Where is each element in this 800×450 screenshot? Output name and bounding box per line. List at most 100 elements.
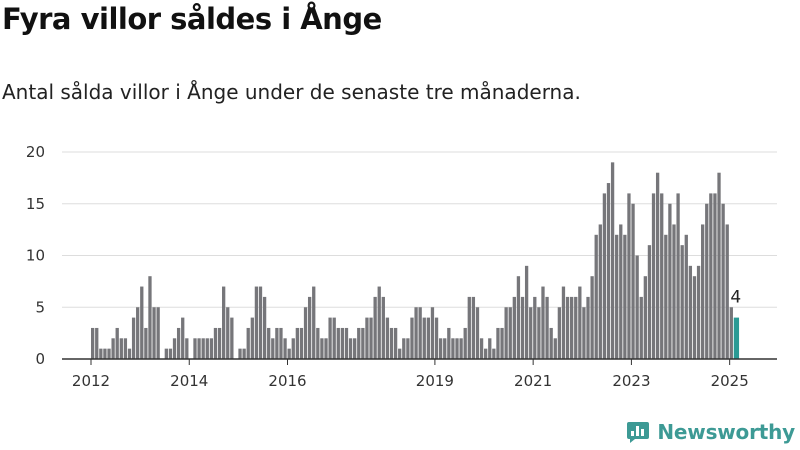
- bar: [479, 338, 484, 359]
- bar: [410, 317, 414, 359]
- bar: [156, 307, 160, 359]
- bar: [398, 348, 402, 359]
- bar: [176, 327, 181, 359]
- bar: [578, 286, 582, 359]
- bar: [594, 234, 598, 359]
- bar: [721, 203, 725, 359]
- bar: [119, 338, 123, 359]
- bar: [193, 338, 197, 359]
- bar: [426, 317, 431, 359]
- bar: [606, 183, 611, 359]
- bar: [565, 296, 570, 359]
- bar: [181, 317, 185, 359]
- bar: [205, 338, 209, 359]
- bar-value-label: 4: [730, 288, 741, 308]
- bar: [430, 307, 435, 359]
- bar: [729, 307, 733, 359]
- bar: [271, 338, 275, 359]
- bar: [393, 327, 398, 359]
- bar: [635, 255, 639, 359]
- bar: [152, 307, 156, 359]
- bar: [549, 327, 553, 359]
- bar: [312, 286, 316, 359]
- bar: [504, 307, 508, 359]
- newsworthy-logo-icon: [627, 422, 650, 443]
- bar: [570, 296, 574, 359]
- bar: [389, 327, 394, 359]
- bar: [676, 193, 680, 359]
- bar: [655, 172, 660, 359]
- x-tick-label: 2014: [170, 372, 208, 390]
- bar: [402, 338, 406, 359]
- bar: [267, 327, 271, 359]
- y-tick-label: 0: [35, 350, 45, 368]
- y-tick-label: 15: [26, 195, 45, 213]
- x-tick-label: 2016: [268, 372, 306, 390]
- bar: [377, 286, 381, 359]
- bar: [713, 193, 717, 359]
- bar: [307, 296, 312, 359]
- bar: [512, 296, 516, 359]
- bar: [406, 338, 410, 359]
- bar: [279, 327, 283, 359]
- bar: [692, 276, 697, 359]
- bar: [627, 193, 631, 359]
- bar: [709, 193, 713, 359]
- bar: [197, 338, 201, 359]
- bar: [172, 338, 177, 359]
- bar: [115, 327, 119, 359]
- bar: [561, 286, 566, 359]
- bar: [643, 276, 647, 359]
- bar: [586, 296, 590, 359]
- bar: [385, 317, 390, 359]
- bar: [258, 286, 263, 359]
- bar: [185, 338, 189, 359]
- bar: [541, 286, 545, 359]
- bar: [213, 327, 218, 359]
- bar: [148, 276, 152, 359]
- bar: [484, 348, 488, 359]
- bar: [242, 348, 246, 359]
- bar: [357, 327, 361, 359]
- bar: [717, 172, 721, 359]
- bar: [144, 327, 148, 359]
- bar: [336, 327, 340, 359]
- bar: [492, 348, 496, 359]
- bar: [369, 317, 373, 359]
- bar: [467, 296, 471, 359]
- bar: [222, 286, 226, 359]
- bar: [136, 307, 140, 359]
- brand-name: Newsworthy: [657, 420, 795, 444]
- bar: [434, 317, 439, 359]
- bar: [230, 317, 234, 359]
- bar: [500, 327, 504, 359]
- bar: [496, 327, 500, 359]
- bar: [320, 338, 324, 359]
- bar: [705, 203, 709, 359]
- bar: [696, 265, 701, 359]
- bar: [209, 338, 214, 359]
- bar: [725, 224, 729, 359]
- x-tick-label: 2025: [711, 372, 749, 390]
- newsworthy-logo: Newsworthy: [626, 420, 795, 444]
- bar: [168, 348, 173, 359]
- bar: [537, 307, 541, 359]
- bar: [447, 327, 451, 359]
- bar: [123, 338, 128, 359]
- bar: [688, 265, 693, 359]
- bar: [299, 327, 304, 359]
- y-tick-label: 10: [26, 247, 45, 265]
- bar: [455, 338, 459, 359]
- bar: [99, 348, 103, 359]
- bar: [647, 245, 652, 359]
- bar: [488, 338, 492, 359]
- bar: [303, 307, 308, 359]
- x-tick-label: 2019: [416, 372, 454, 390]
- x-tick-label: 2012: [72, 372, 110, 390]
- bar: [328, 317, 332, 359]
- bar: [520, 296, 525, 359]
- bar: [287, 348, 291, 359]
- bar: [348, 338, 353, 359]
- bar: [680, 245, 684, 359]
